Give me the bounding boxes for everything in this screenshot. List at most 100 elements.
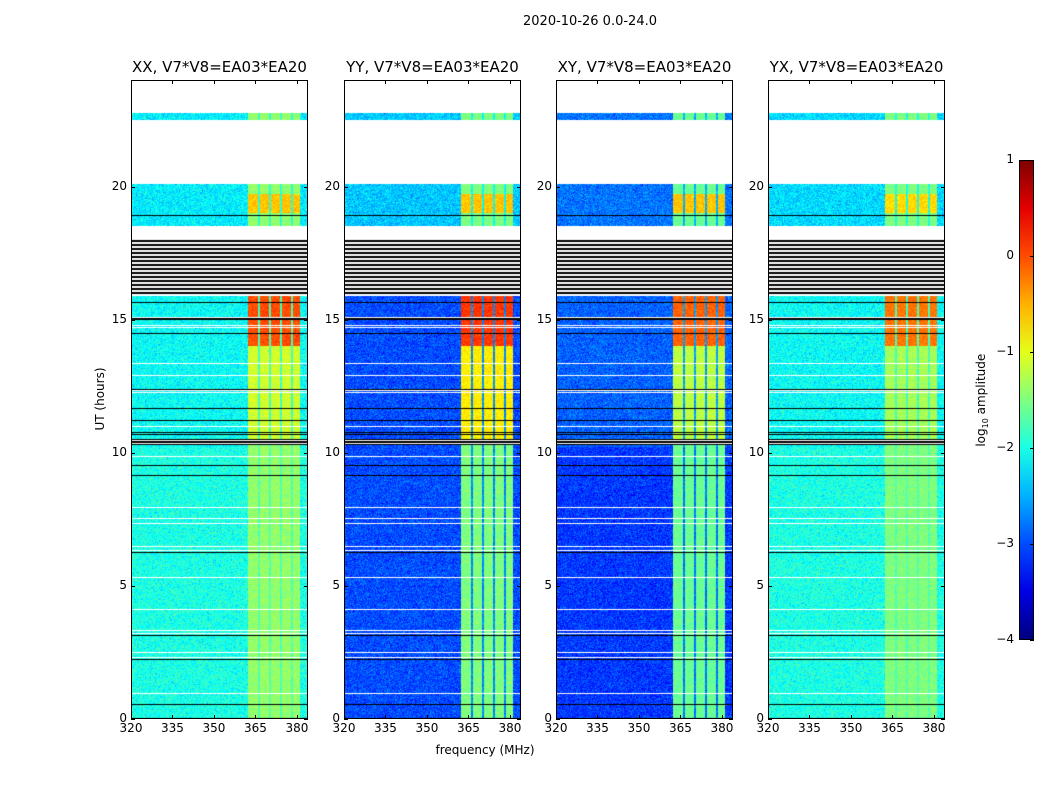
x-tick [933, 80, 935, 84]
x-tick [172, 715, 174, 719]
x-tick [892, 80, 894, 84]
y-tick [304, 719, 308, 720]
y-tick-label: 0 [756, 711, 764, 725]
y-tick [768, 719, 772, 720]
heatmap-image [556, 80, 733, 719]
x-tick-label: 365 [244, 721, 267, 735]
y-tick [941, 719, 945, 720]
x-tick-label: 320 [332, 721, 356, 735]
x-tick-label: 365 [669, 721, 692, 735]
x-tick [344, 80, 345, 84]
x-tick [131, 715, 132, 719]
colorbar-tick-label: 1 [1006, 152, 1014, 166]
x-tick [131, 80, 132, 84]
y-tick [941, 452, 945, 454]
y-tick [768, 452, 772, 454]
x-tick [385, 80, 387, 84]
y-tick [344, 319, 348, 321]
y-tick [131, 452, 135, 454]
x-tick [638, 80, 640, 84]
y-tick [729, 186, 733, 188]
panel-yy: YY, V7*V8=EA03*EA20 320 335 350 365 380 0 5 10 15… [325, 58, 522, 735]
colorbar-tick [1030, 544, 1034, 545]
x-tick-label: 365 [881, 721, 904, 735]
y-tick-label: 10 [111, 444, 127, 459]
x-tick [680, 715, 682, 719]
x-tick [509, 715, 511, 719]
x-tick-label: 320 [119, 721, 143, 735]
x-tick [172, 80, 174, 84]
y-tick [941, 319, 945, 321]
x-tick [680, 80, 682, 84]
y-tick [768, 319, 772, 321]
y-tick [131, 719, 135, 720]
panel-title: XX, V7*V8=EA03*EA20 [132, 58, 307, 76]
y-tick-label: 15 [748, 311, 764, 326]
x-tick [426, 80, 428, 84]
colorbar-tick-label: −1 [996, 344, 1014, 358]
y-tick [304, 186, 308, 188]
x-tick [296, 80, 298, 84]
panel-xx: XX, V7*V8=EA03*EA20 320 335 350 365 380 0 5 10 15… [112, 58, 309, 735]
y-tick [517, 585, 521, 587]
x-tick-label: 380 [498, 721, 522, 735]
y-tick [517, 319, 521, 321]
y-tick-label: 5 [332, 577, 340, 592]
y-axis-label: UT (hours) [93, 367, 107, 431]
x-tick-label: 380 [710, 721, 734, 735]
x-tick [721, 80, 723, 84]
x-tick [638, 715, 640, 719]
x-tick [809, 80, 811, 84]
x-tick-label: 380 [922, 721, 946, 735]
colorbar-tick-label: 0 [1006, 248, 1014, 262]
y-tick [729, 452, 733, 454]
y-tick [941, 585, 945, 587]
y-tick [556, 452, 560, 454]
x-tick [509, 80, 511, 84]
y-tick [344, 585, 348, 587]
x-tick-label: 350 [202, 721, 226, 735]
x-tick [296, 715, 298, 719]
y-tick [344, 452, 348, 454]
y-tick [517, 452, 521, 454]
colorbar-tick [1030, 448, 1034, 449]
x-tick [850, 80, 852, 84]
x-tick [721, 715, 723, 719]
colorbar [1019, 160, 1034, 640]
y-tick [729, 319, 733, 321]
x-tick [933, 715, 935, 719]
y-tick [768, 585, 772, 587]
panel-title: YY, V7*V8=EA03*EA20 [346, 58, 519, 76]
x-tick [344, 715, 345, 719]
colorbar-tick-label: −2 [996, 440, 1014, 454]
x-tick [597, 715, 599, 719]
x-tick-label: 335 [798, 721, 821, 735]
x-tick [768, 80, 769, 84]
x-tick-label: 335 [161, 721, 184, 735]
colorbar-tick-label: −4 [996, 632, 1014, 646]
y-tick [131, 585, 135, 587]
y-tick [304, 319, 308, 321]
x-tick-label: 320 [756, 721, 780, 735]
x-axis-label: frequency (MHz) [435, 743, 535, 757]
x-tick-label: 335 [374, 721, 397, 735]
colorbar-tick [1030, 160, 1034, 161]
y-tick [344, 186, 348, 188]
y-tick-label: 0 [544, 711, 552, 725]
x-tick-label: 365 [457, 721, 480, 735]
y-tick [556, 186, 560, 188]
x-tick [809, 715, 811, 719]
panel-xy: XY, V7*V8=EA03*EA20 320 335 350 365 380 0 5 10 15… [537, 58, 734, 735]
x-tick-label: 350 [627, 721, 651, 735]
x-tick-label: 380 [285, 721, 309, 735]
figure-title: 2020-10-26 0.0-24.0 [523, 14, 657, 29]
y-tick [556, 719, 560, 720]
heatmap-image [344, 80, 521, 719]
x-tick [385, 715, 387, 719]
x-tick [426, 715, 428, 719]
y-tick-label: 0 [332, 711, 340, 725]
x-tick [213, 715, 215, 719]
y-tick-label: 0 [119, 711, 127, 725]
y-tick-label: 10 [748, 444, 764, 459]
y-tick-label: 5 [756, 577, 764, 592]
